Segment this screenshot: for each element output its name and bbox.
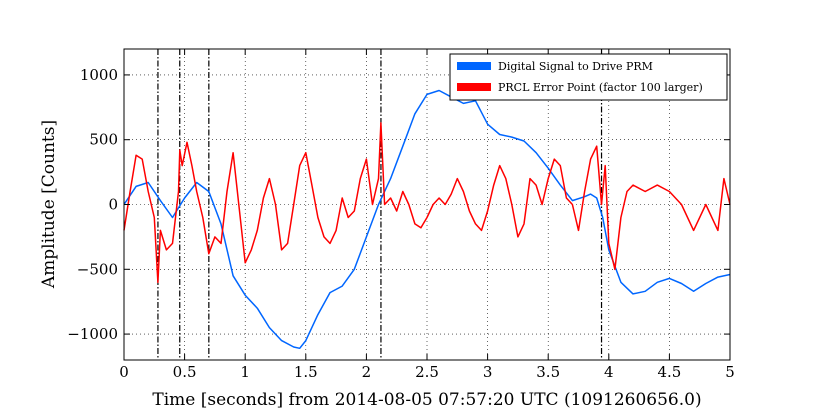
x-tick-label: 2	[362, 363, 372, 381]
legend-label-prm: Digital Signal to Drive PRM	[498, 60, 653, 73]
legend-label-prcl: PRCL Error Point (factor 100 larger)	[498, 81, 703, 94]
x-tick-label: 1	[240, 363, 250, 381]
series-group	[123, 89, 731, 350]
y-tick-label: 500	[89, 131, 118, 149]
y-tick-label: 0	[108, 196, 118, 214]
y-axis-label: Amplitude [Counts]	[39, 120, 59, 289]
x-tick-label: 2.5	[415, 363, 439, 381]
x-tick-label: 3.5	[536, 363, 560, 381]
y-tick-label: −500	[77, 260, 118, 278]
y-tick-label: −1000	[67, 325, 118, 343]
tick-labels: 0 0.5 1 1.5 2 2.5 3 3.5 4 4.5 5 −1000 −500 0 500 1000	[67, 66, 735, 381]
legend-swatch-prcl	[457, 83, 491, 91]
x-tick-label: 5	[725, 363, 735, 381]
y-tick-label: 1000	[80, 66, 118, 84]
x-tick-label: 4.5	[657, 363, 681, 381]
series-line-prm	[123, 89, 731, 350]
legend-box	[449, 53, 728, 101]
x-tick-label: 0	[119, 363, 129, 381]
x-tick-label: 4	[604, 363, 614, 381]
x-tick-label: 3	[483, 363, 493, 381]
legend: Digital Signal to Drive PRM PRCL Error P…	[449, 53, 728, 101]
x-tick-label: 1.5	[294, 363, 318, 381]
x-tick-label: 0.5	[173, 363, 197, 381]
x-axis-label: Time [seconds] from 2014-08-05 07:57:20 …	[152, 390, 701, 410]
series-line-prcl	[123, 122, 731, 284]
legend-swatch-prm	[457, 62, 491, 70]
ticks	[123, 49, 731, 360]
